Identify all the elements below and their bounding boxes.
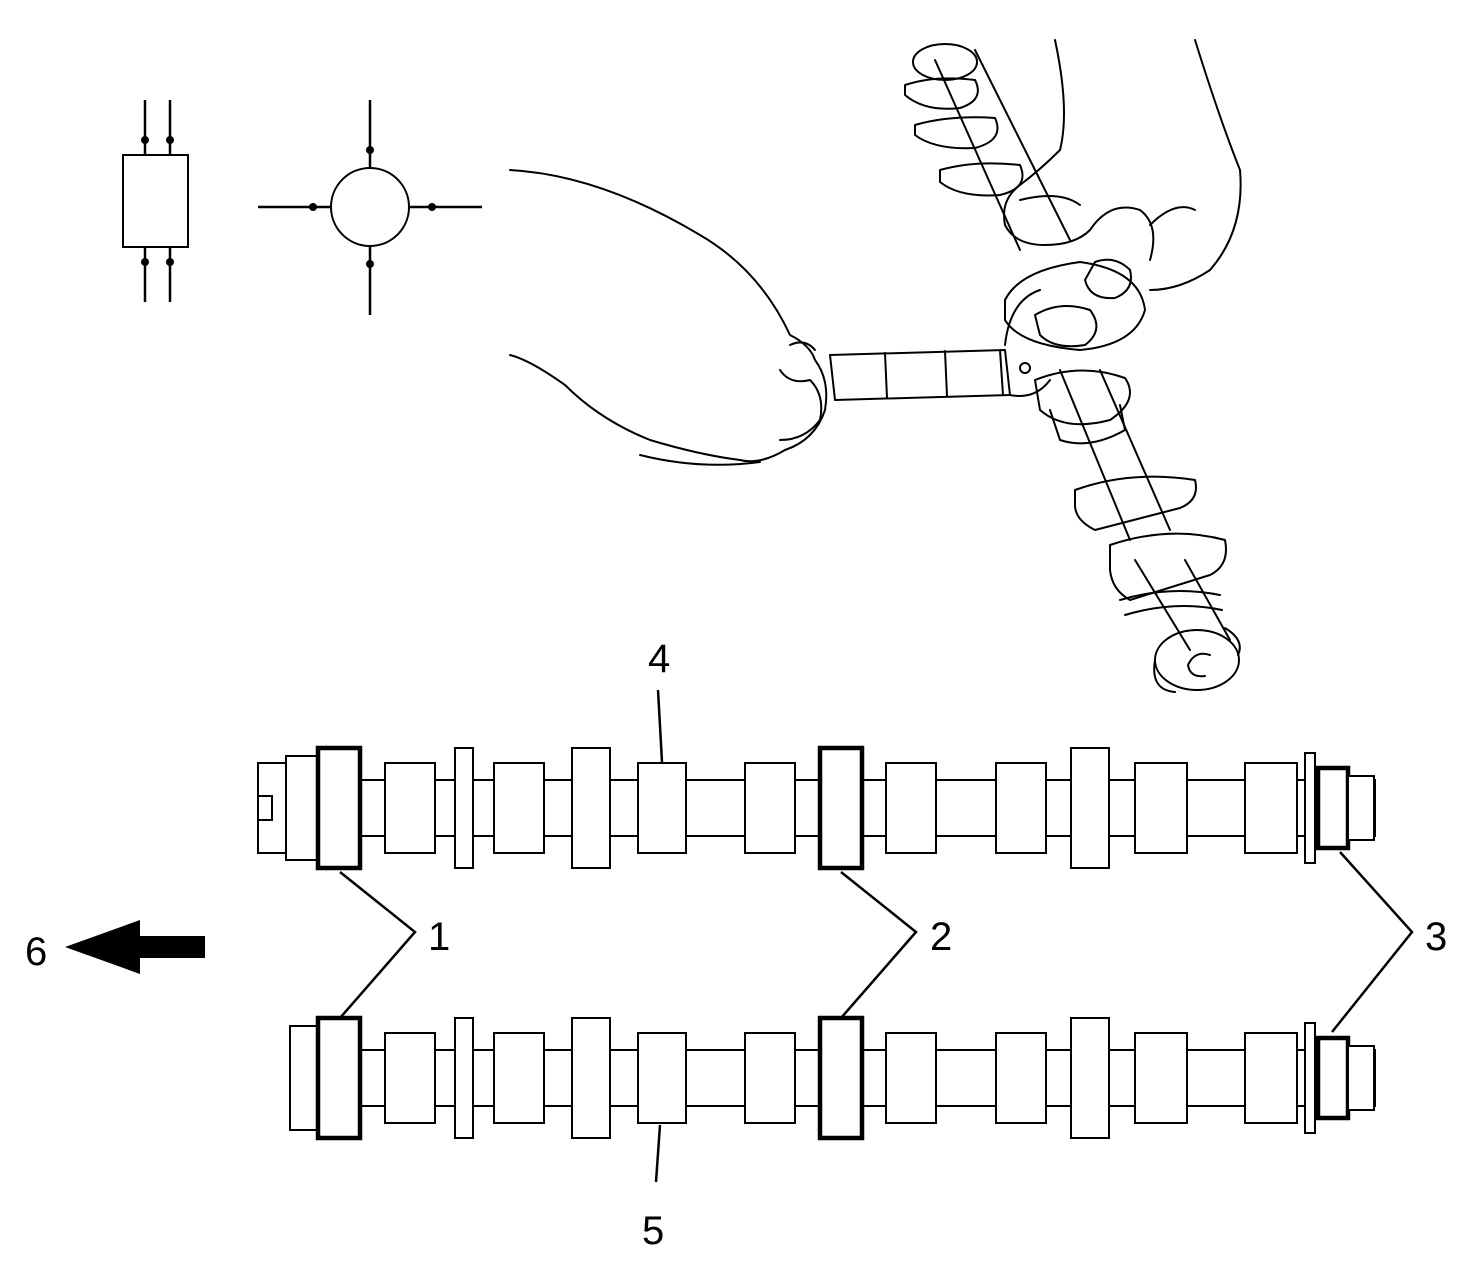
cam-journal-measured [315,1015,363,1141]
illustration-right-hand [1003,39,1242,300]
cam-lobe [1304,752,1316,864]
cam-lobe [637,1032,687,1124]
cam-journal-measured [817,1015,865,1141]
cam-lobe [571,1017,611,1139]
cam-lobe [1134,1032,1188,1124]
cam-journal-measured [817,745,865,871]
cam-lobe [571,747,611,869]
cam-journal-measured-rear [1315,1035,1351,1121]
cam-journal-measured [315,745,363,871]
callout-3: 3 [1425,915,1447,959]
lower-camshaft [289,1015,1376,1141]
cam-key [257,795,273,821]
upper-camshaft [257,745,1376,871]
cam-lobe [885,1032,937,1124]
callout-2: 2 [930,915,952,959]
callout-4: 4 [648,637,670,681]
cam-lobe [995,1032,1047,1124]
micrometer-symbol-rectangle-icon [122,100,189,302]
cam-lobe [384,1032,436,1124]
cam-end-step [285,755,321,861]
cam-lobe [1304,1022,1316,1134]
cam-lobe [1070,747,1110,869]
cam-end-right [1347,775,1375,841]
micrometer-symbol-circle-icon [258,100,482,315]
illustration-micrometer [829,289,1051,401]
cam-lobe [744,1032,796,1124]
cam-lobe [995,762,1047,854]
cam-journal-measured-rear [1315,765,1351,851]
cam-lobe [637,762,687,854]
camshaft-measurement-illustration [509,39,1242,693]
illustration-left-hand [509,169,828,466]
cam-lobe [1244,1032,1298,1124]
cam-lobe [454,747,474,869]
front-arrow-icon [65,920,205,974]
cam-end-right [1347,1045,1375,1111]
cam-lobe [885,762,937,854]
callout-5: 5 [642,1209,664,1253]
illustration-camshaft [904,43,1241,693]
cam-lobe [1244,762,1298,854]
cam-end-left [289,1025,321,1131]
cam-lobe [744,762,796,854]
callout-6: 6 [25,930,47,974]
cam-lobe [384,762,436,854]
callout-1: 1 [428,915,450,959]
cam-lobe [454,1017,474,1139]
cam-lobe [493,762,545,854]
callout-leader-lines [339,689,1414,1183]
cam-lobe [1134,762,1188,854]
cam-lobe [1070,1017,1110,1139]
cam-lobe [493,1032,545,1124]
